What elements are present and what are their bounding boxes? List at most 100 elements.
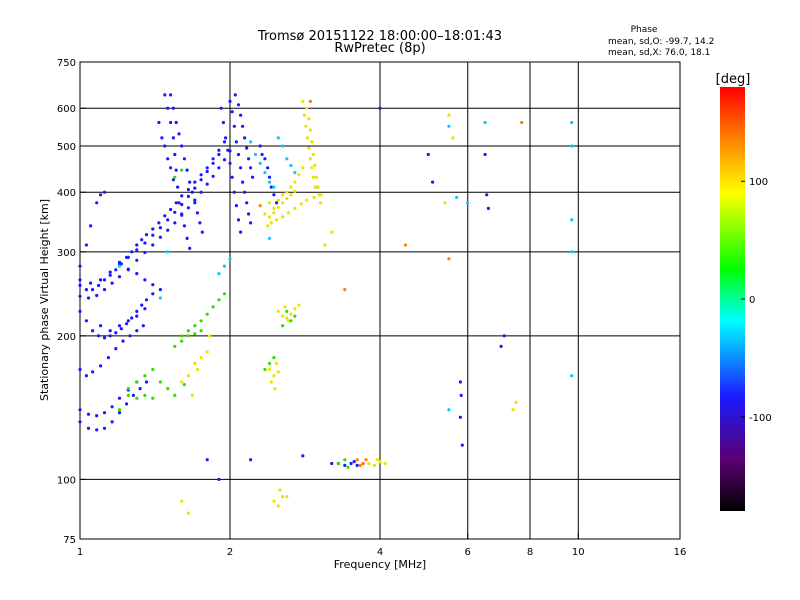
data-point	[217, 298, 221, 302]
data-point	[301, 166, 305, 170]
data-point	[125, 402, 129, 406]
y-axis-label: Stationary phase Virtual Height [km]	[38, 199, 51, 401]
data-point	[272, 499, 276, 503]
data-point	[211, 161, 215, 165]
data-point	[375, 458, 379, 462]
data-point	[91, 370, 95, 374]
data-point	[86, 412, 91, 416]
colorbar-tick-label: 0	[749, 295, 755, 306]
data-point	[205, 169, 209, 174]
chart-subtitle: RwPretec (8p)	[334, 41, 425, 56]
data-point	[182, 383, 186, 387]
data-point	[78, 294, 82, 298]
data-point	[180, 334, 184, 338]
data-point	[272, 206, 276, 210]
data-point	[343, 463, 347, 467]
data-point	[349, 461, 353, 466]
x-tick-label: 10	[572, 547, 585, 558]
data-point	[263, 367, 267, 372]
data-point	[119, 327, 123, 331]
data-point	[95, 201, 99, 205]
data-point	[222, 264, 227, 268]
data-point	[447, 124, 451, 128]
data-point	[251, 175, 255, 179]
data-point	[361, 461, 365, 466]
data-point	[102, 411, 107, 415]
data-point	[169, 120, 173, 125]
data-point	[195, 211, 199, 215]
data-point	[158, 235, 162, 239]
data-point	[199, 329, 203, 333]
data-point	[89, 281, 93, 285]
data-point	[180, 194, 184, 198]
data-point	[460, 443, 464, 447]
data-point	[266, 224, 270, 228]
data-point	[78, 309, 82, 313]
data-point	[247, 157, 251, 161]
data-point	[275, 361, 279, 366]
data-point	[313, 163, 317, 168]
colorbar-ticks: 100 0 -100	[741, 177, 772, 424]
data-point	[267, 201, 272, 205]
data-point	[310, 140, 314, 144]
data-point	[249, 221, 253, 225]
data-point	[308, 99, 312, 103]
data-point	[219, 106, 223, 110]
data-point	[276, 205, 280, 209]
data-point	[171, 178, 175, 182]
data-point	[110, 405, 114, 409]
data-point	[269, 221, 273, 225]
data-point	[253, 152, 258, 157]
phase-stats-o: mean, sd,O: -99.7, 14.2	[608, 37, 714, 47]
data-point	[173, 221, 177, 225]
data-point	[193, 201, 197, 205]
data-point	[520, 120, 524, 125]
colorbar-tick-label: -100	[749, 413, 772, 424]
data-point	[234, 204, 238, 208]
data-point	[180, 202, 184, 207]
data-point	[258, 144, 262, 148]
data-point	[275, 218, 279, 222]
x-tick-label: 8	[527, 547, 533, 558]
data-point	[249, 166, 253, 170]
data-point	[304, 124, 308, 128]
y-tick-label: 200	[57, 332, 76, 343]
data-point	[125, 322, 129, 326]
data-point	[289, 163, 293, 168]
data-point	[180, 144, 184, 148]
data-point	[305, 106, 309, 110]
data-point	[143, 374, 147, 378]
data-point	[458, 415, 462, 419]
data-point	[166, 106, 170, 110]
data-point	[130, 250, 134, 254]
data-point	[158, 380, 162, 384]
data-point	[272, 193, 276, 197]
data-point	[308, 157, 312, 161]
data-point	[570, 218, 574, 222]
data-point	[241, 124, 245, 128]
data-point	[135, 380, 139, 384]
data-point	[185, 168, 189, 172]
data-point	[205, 350, 209, 354]
data-point	[199, 190, 203, 194]
data-point	[281, 215, 285, 219]
data-point	[78, 420, 82, 424]
data-point	[151, 283, 155, 287]
data-point	[78, 283, 82, 288]
data-point	[180, 339, 184, 343]
data-point	[297, 303, 301, 307]
data-point	[232, 124, 236, 128]
data-point	[143, 250, 147, 255]
data-point	[352, 460, 356, 464]
data-point	[241, 180, 245, 184]
data-point	[330, 461, 334, 466]
data-point	[166, 250, 170, 254]
data-point	[281, 314, 285, 318]
data-point	[323, 243, 327, 247]
data-point	[289, 319, 293, 323]
data-points	[78, 93, 574, 515]
data-point	[169, 166, 173, 170]
data-point	[263, 157, 267, 161]
data-point	[193, 186, 197, 190]
data-point	[289, 193, 293, 197]
